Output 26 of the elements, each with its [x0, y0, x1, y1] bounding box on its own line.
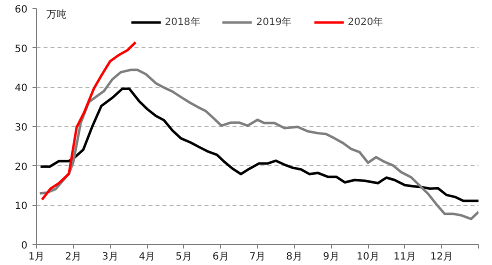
x-tick-label: 12月 [430, 252, 454, 262]
y-tick-label: 10 [14, 201, 28, 212]
legend-label: 2019年 [256, 16, 292, 29]
x-tick-label: 2月 [65, 252, 82, 262]
y-tick-label: 60 [14, 4, 28, 16]
y-tick-label: 50 [14, 44, 28, 55]
legend-label: 2020年 [348, 16, 384, 29]
line-series [38, 68, 478, 220]
x-tick-label: 1月 [28, 252, 45, 262]
line-series [40, 41, 137, 201]
x-tick-label: 8月 [286, 252, 303, 262]
y-tick-label: 30 [14, 122, 28, 134]
y-tick-label: 40 [14, 83, 28, 94]
x-tick-label: 9月 [322, 252, 340, 262]
y-tick-label: 0 [21, 240, 28, 252]
x-tick-label: 3月 [102, 252, 118, 262]
y-tick-label: 20 [14, 162, 28, 173]
x-tick-label: 6月 [212, 252, 229, 262]
x-tick-label: 11月 [393, 252, 416, 262]
y-axis-title: 万吨 [46, 8, 66, 20]
legend-label: 2018年 [164, 16, 200, 29]
line-series [39, 87, 478, 202]
x-tick-label: 7月 [249, 252, 266, 262]
x-tick-label: 10月 [356, 252, 380, 262]
x-tick-label: 4月 [138, 252, 156, 262]
x-tick-label: 5月 [176, 252, 192, 262]
